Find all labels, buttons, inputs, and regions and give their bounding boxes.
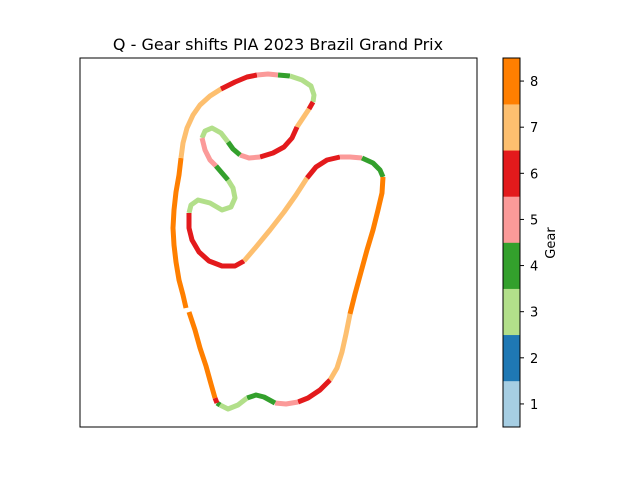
track-segment-gear-3 bbox=[218, 396, 249, 412]
colorbar-swatch-7 bbox=[503, 104, 520, 151]
track-segment-gear-4 bbox=[360, 155, 386, 178]
track-segment-gear-6 bbox=[219, 72, 258, 92]
colorbar-tick-label: 6 bbox=[530, 167, 538, 182]
colorbar-tick-label: 5 bbox=[530, 213, 538, 228]
track-segment-gear-6 bbox=[305, 154, 341, 180]
track-segment-gear-5 bbox=[256, 71, 279, 78]
track-segment-gear-6 bbox=[212, 397, 220, 404]
track-segment-gear-5 bbox=[239, 152, 261, 161]
track-segment-gear-4 bbox=[225, 140, 242, 157]
colorbar: 1 2 3 4 5 6 7 8 bbox=[502, 57, 538, 428]
colorbar-tick-label: 3 bbox=[530, 306, 538, 321]
track-segment-gear-5 bbox=[274, 399, 299, 407]
track-segment-gear-4 bbox=[246, 392, 277, 406]
track-segment-gear-4 bbox=[214, 164, 230, 182]
track-segment-gear-8 bbox=[186, 311, 218, 399]
colorbar-tick-label: 1 bbox=[530, 398, 538, 413]
colorbar-swatch-8 bbox=[503, 58, 520, 105]
plot-area bbox=[79, 57, 478, 428]
track-segment-gear-4 bbox=[277, 72, 291, 79]
colorbar-swatch-4 bbox=[503, 242, 520, 289]
track-segment-gear-3 bbox=[289, 73, 317, 103]
track-segment-gear-6 bbox=[306, 100, 316, 111]
track-segment-gear-4 bbox=[215, 400, 222, 408]
track-segment-gear-8 bbox=[347, 176, 386, 315]
colorbar-tick-label: 4 bbox=[530, 260, 538, 275]
track-segment-gear-7 bbox=[242, 176, 310, 263]
colorbar-label: Gear bbox=[544, 227, 559, 259]
colorbar-tick-label: 7 bbox=[530, 121, 538, 136]
track-segment-gear-7 bbox=[178, 86, 223, 159]
colorbar-swatch-5 bbox=[503, 196, 520, 243]
track-segment-gear-7 bbox=[327, 313, 353, 382]
colorbar-swatch-1 bbox=[503, 380, 520, 428]
track-segment-gear-6 bbox=[297, 378, 332, 405]
track-segment-gear-7 bbox=[294, 107, 312, 129]
chart-title: Q - Gear shifts PIA 2023 Brazil Grand Pr… bbox=[113, 35, 443, 54]
track-segment-gear-6 bbox=[259, 125, 300, 160]
track-segment-gear-3 bbox=[199, 125, 230, 144]
colorbar-tick-label: 8 bbox=[530, 75, 538, 90]
track-layer bbox=[170, 71, 386, 412]
track-segment-gear-5 bbox=[199, 137, 218, 168]
colorbar-swatch-2 bbox=[503, 334, 520, 382]
track-segment-gear-5 bbox=[340, 154, 363, 161]
colorbar-tick-label: 2 bbox=[530, 352, 538, 367]
track-segment-gear-3 bbox=[186, 178, 238, 214]
colorbar-swatch-3 bbox=[503, 288, 520, 336]
track-segment-gear-8 bbox=[170, 157, 189, 309]
track-segment-gear-6 bbox=[186, 213, 246, 269]
colorbar-frame bbox=[502, 57, 521, 428]
colorbar-swatch-6 bbox=[503, 150, 520, 197]
